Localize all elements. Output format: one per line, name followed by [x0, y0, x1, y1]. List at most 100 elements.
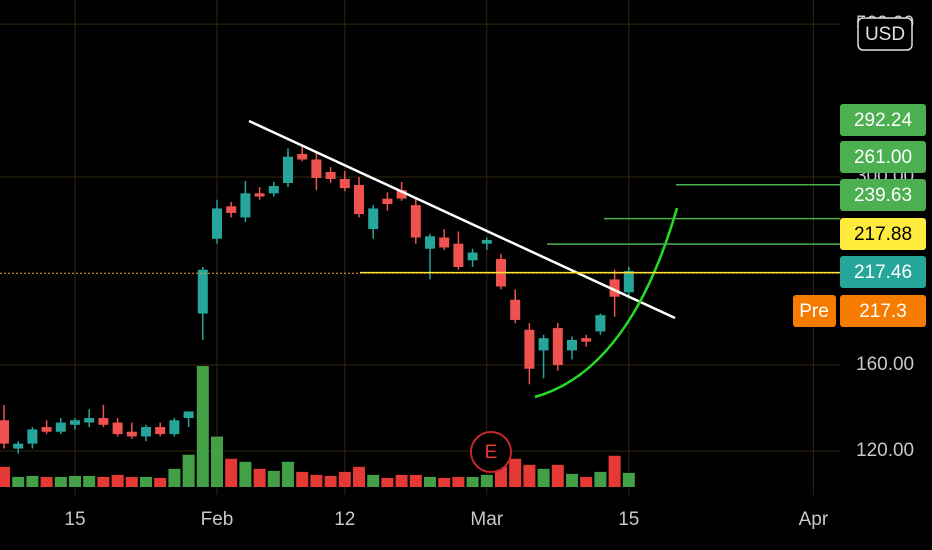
volume-bar: [353, 466, 365, 487]
volume-bar: [580, 476, 593, 487]
volume-bar: [40, 476, 53, 487]
candle-body: [254, 193, 265, 197]
currency-box[interactable]: [857, 17, 913, 51]
price-label-box: [840, 141, 926, 173]
volume-bar: [381, 477, 394, 487]
earnings-label: E: [485, 442, 498, 463]
volume-bar: [69, 475, 81, 487]
volume-bar: [523, 464, 536, 487]
volume-bar: [324, 475, 337, 487]
y-tick-label: 160.00: [856, 354, 914, 375]
candle-body: [169, 420, 180, 435]
candle-body: [283, 156, 293, 183]
candle-body: [354, 185, 364, 215]
volume-bar: [97, 476, 110, 487]
candle-body: [13, 443, 24, 449]
earnings-circle: [470, 431, 512, 473]
price-label: 217.46: [854, 262, 912, 283]
candle-body: [84, 418, 95, 423]
volume-bar: [622, 472, 635, 487]
price-label-box: [840, 218, 926, 250]
volume-bar: [608, 455, 621, 487]
volume-bar: [0, 466, 10, 487]
grid: [0, 0, 840, 495]
candle-body: [368, 208, 379, 230]
volume: [0, 366, 635, 487]
volume-bar: [509, 458, 522, 487]
volume-bar: [466, 476, 479, 487]
volume-bar: [594, 471, 607, 487]
candle-body: [481, 239, 492, 244]
level-lines: [0, 184, 840, 274]
candle-body: [98, 418, 109, 425]
volume-bar: [566, 473, 578, 487]
price-label: 239.63: [854, 185, 912, 206]
currency[interactable]: USD: [865, 24, 905, 45]
volume-bar: [424, 476, 436, 487]
volume-bar: [111, 474, 124, 487]
candle-body: [212, 208, 222, 239]
x-tick-label: Apr: [799, 509, 829, 530]
candle-body: [325, 171, 336, 179]
candle-body: [112, 422, 123, 435]
candle-body: [41, 427, 52, 432]
volume-bar: [367, 474, 380, 487]
candle-body: [297, 153, 308, 160]
candle-body: [538, 338, 549, 351]
candle-body: [382, 198, 393, 205]
candle-body: [155, 427, 166, 435]
price-label: 292.24: [854, 110, 913, 131]
candle-body: [510, 299, 521, 320]
candle-body: [339, 178, 350, 189]
volume-bar: [26, 475, 39, 487]
session-tag: Pre: [799, 301, 829, 322]
volume-bar: [338, 471, 351, 487]
volume-bar: [409, 474, 422, 487]
candle-body: [27, 429, 38, 444]
candle-body: [0, 420, 9, 444]
candle-body: [425, 236, 435, 249]
volume-bar: [495, 466, 507, 487]
candle-body: [141, 427, 151, 437]
volume-bar: [225, 458, 238, 487]
volume-bar: [395, 474, 408, 487]
volume-bar: [12, 476, 25, 487]
price-label-box: [840, 179, 926, 211]
price-label-box: [840, 104, 926, 136]
candle-body: [396, 190, 407, 199]
volume-bar: [310, 474, 323, 487]
volume-bar: [140, 476, 152, 487]
trend-line: [248, 119, 676, 320]
candle-body: [311, 159, 322, 178]
candle-body: [623, 271, 634, 293]
candle-body: [240, 193, 251, 218]
candle-body: [183, 411, 194, 419]
volume-bar: [168, 468, 181, 487]
curve-drawing: [534, 207, 679, 399]
volume-bar: [182, 454, 195, 487]
price-label: 261.00: [854, 147, 912, 168]
volume-bar: [211, 436, 223, 487]
volume-bar: [480, 474, 493, 487]
candle-body: [595, 315, 606, 332]
candle-body: [439, 237, 450, 248]
candle-body: [567, 339, 577, 351]
volume-bar: [154, 477, 167, 487]
volume-bar: [551, 464, 564, 487]
candle-body: [226, 206, 237, 213]
volume-bar: [282, 461, 294, 487]
price-label: 217.3: [859, 301, 907, 322]
earnings-marker: E: [470, 431, 512, 473]
volume-bar: [296, 471, 309, 487]
candle-body: [197, 269, 208, 314]
candle-body: [581, 338, 592, 342]
candle-body: [55, 422, 66, 432]
candle-body: [524, 329, 535, 369]
candle-body: [552, 328, 563, 365]
session-tag-box: [793, 295, 836, 327]
y-tick-label: 120.00: [856, 440, 914, 461]
volume-bar: [196, 366, 209, 487]
volume-bar: [253, 468, 266, 487]
volume-bar: [452, 476, 465, 487]
